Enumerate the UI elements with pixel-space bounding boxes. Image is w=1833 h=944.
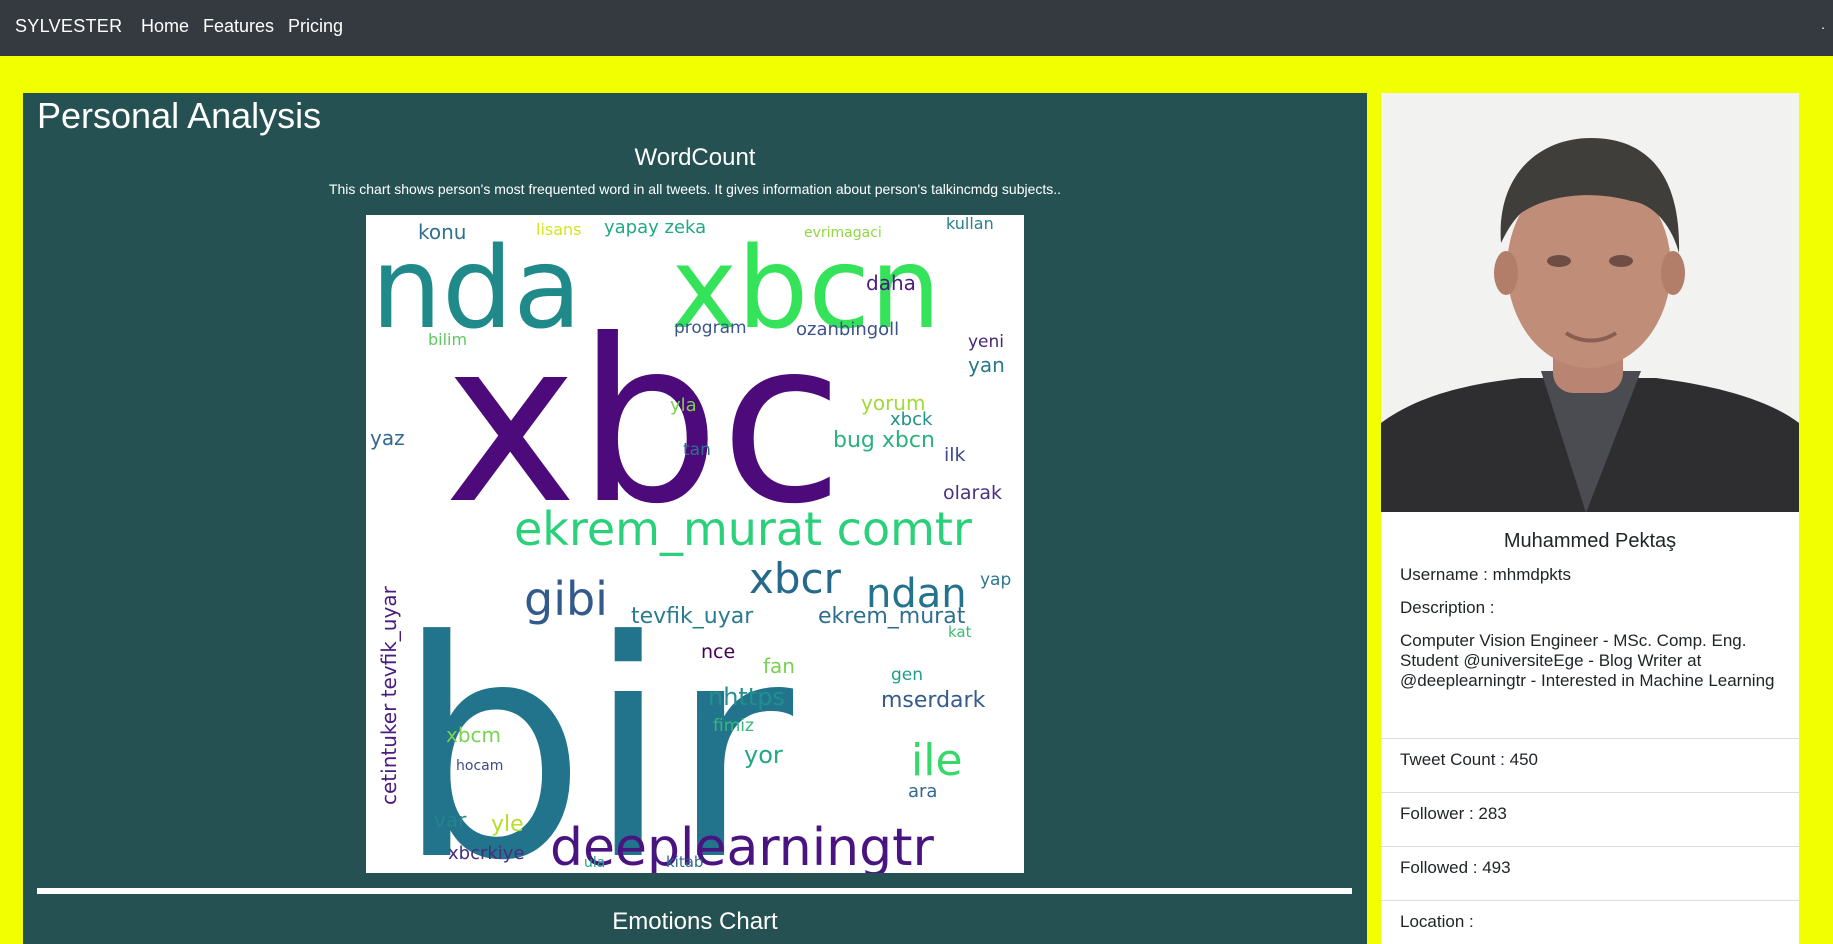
wc-word: konu	[418, 220, 466, 244]
wc-word: deeplearningtr	[550, 818, 935, 873]
wc-word: yle	[491, 812, 524, 837]
wc-word: tan	[683, 440, 711, 460]
wc-word: kullan	[946, 215, 994, 233]
wc-word: fimiz	[713, 716, 754, 736]
wc-word: ekrem_murat comtr	[514, 502, 972, 556]
wc-word: yeni	[968, 332, 1004, 352]
nav-features-link[interactable]: Features	[203, 16, 275, 36]
profile-name: Muhammed Pektaş	[1503, 530, 1677, 552]
profile-follower-count: Follower : 283	[1400, 804, 1507, 823]
page-title: Personal Analysis	[37, 95, 322, 136]
wc-word: nda	[371, 224, 582, 354]
wc-word: bilim	[428, 330, 467, 349]
wc-word: ula	[584, 855, 605, 871]
wc-word: var	[434, 808, 467, 832]
wc-word: program	[674, 318, 747, 338]
section-divider	[37, 888, 1352, 894]
wc-word: yorum	[861, 391, 925, 415]
wc-word: cetintuker tevfik_uyar	[377, 585, 401, 805]
profile-description: Computer Vision Engineer - MSc. Comp. En…	[1400, 631, 1775, 690]
profile-username: Username : mhmdpkts	[1400, 565, 1571, 584]
wc-word: xbcn	[671, 224, 941, 354]
wc-word: yap	[980, 570, 1011, 590]
wc-word: gibi	[524, 572, 608, 626]
profile-tweet-count: Tweet Count : 450	[1400, 750, 1538, 769]
profile-location: Location :	[1400, 912, 1474, 931]
wc-word: ekrem_murat	[818, 604, 966, 629]
profile-divider	[1381, 846, 1799, 847]
wc-word: bug xbcn	[833, 428, 935, 453]
wc-word: xbcm	[446, 723, 501, 747]
wordcloud-image: bir xbc nda xbcn ekrem_murat comtr deepl…	[366, 215, 1024, 873]
wc-word: kat	[948, 623, 972, 641]
profile-divider	[1381, 792, 1799, 793]
wc-word: yaz	[370, 426, 405, 450]
wc-word: olarak	[943, 482, 1002, 504]
profile-photo	[1381, 93, 1799, 512]
wordcount-title: WordCount	[634, 144, 756, 171]
wc-word: ara	[908, 781, 937, 802]
nav-home-link[interactable]: Home	[141, 16, 190, 36]
top-navbar: SYLVESTER Home Features Pricing .	[0, 0, 1833, 56]
wc-word: ozanbingoll	[796, 319, 899, 340]
wc-word: ile	[911, 735, 963, 786]
navbar-corner-mark: .	[1821, 16, 1825, 32]
wc-word: daha	[866, 271, 916, 295]
nav-pricing-link[interactable]: Pricing	[288, 16, 344, 36]
wc-word: xbcr	[749, 554, 842, 603]
wordcount-description: This chart shows person's most frequente…	[328, 181, 1062, 197]
profile-divider	[1381, 900, 1799, 901]
emotions-chart-title: Emotions Chart	[612, 908, 778, 935]
wc-word: fan	[763, 654, 795, 678]
wc-word: nhttps	[708, 683, 785, 711]
wc-word: xbck	[890, 409, 933, 430]
wc-word: ilk	[944, 444, 966, 466]
wc-word: yan	[968, 353, 1005, 377]
wc-word: xbc	[444, 292, 844, 554]
wc-word: yla	[670, 395, 697, 416]
wc-word: mserdark	[881, 688, 986, 713]
wc-word: ndan	[866, 571, 967, 617]
wc-word: evrimagaci	[804, 225, 882, 241]
analysis-panel: Personal Analysis WordCount This chart s…	[23, 93, 1367, 944]
wc-word: yor	[744, 741, 783, 769]
wc-word: kitab	[666, 853, 703, 871]
wc-word: bir	[396, 577, 796, 873]
wc-word: yapay zeka	[604, 217, 706, 238]
wc-word: gen	[891, 665, 923, 685]
profile-followed-count: Followed : 493	[1400, 858, 1511, 877]
profile-card: Muhammed Pektaş Username : mhmdpkts Desc…	[1381, 93, 1799, 944]
wc-word: xbcrkiye	[448, 843, 525, 864]
profile-description-label: Description :	[1400, 598, 1495, 617]
brand-logo[interactable]: SYLVESTER	[15, 16, 123, 36]
wc-word: hocam	[456, 758, 503, 774]
wc-word: tevfik_uyar	[631, 604, 754, 629]
profile-divider	[1381, 738, 1799, 739]
wc-word: lisans	[536, 220, 582, 239]
wc-word: nce	[701, 641, 735, 663]
